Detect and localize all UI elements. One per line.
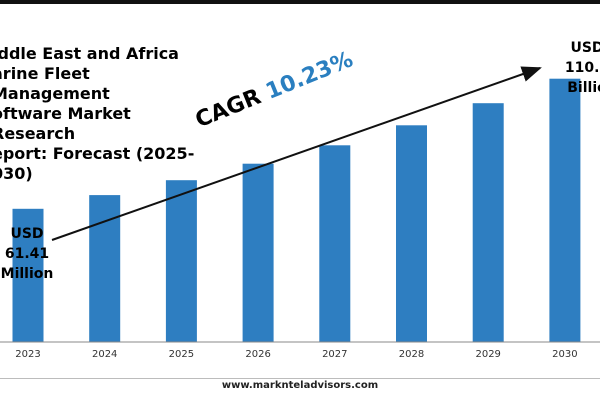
footer-url[interactable]: www.marknteladvisors.com	[0, 380, 600, 391]
x-tick-label: 2024	[92, 349, 117, 360]
x-tick-label: 2026	[245, 349, 270, 360]
footer-divider	[0, 378, 600, 379]
end-value-label: USD 110.1 Billio	[552, 38, 600, 98]
bar-2030	[549, 79, 580, 342]
x-tick-label: 2028	[399, 349, 424, 360]
bar-2028	[396, 125, 427, 342]
footer: www.marknteladvisors.com	[0, 374, 600, 400]
x-tick-label: 2027	[322, 349, 347, 360]
start-value-label: USD 61.41 Million	[0, 224, 58, 284]
x-tick-label: 2023	[15, 349, 40, 360]
x-tick-label: 2030	[552, 349, 577, 360]
x-tick-label: 2029	[475, 349, 500, 360]
bar-2029	[473, 103, 504, 342]
bar-2025	[166, 180, 197, 342]
bar-2027	[319, 145, 350, 342]
bar-2026	[243, 164, 274, 342]
x-tick-label: 2025	[169, 349, 194, 360]
